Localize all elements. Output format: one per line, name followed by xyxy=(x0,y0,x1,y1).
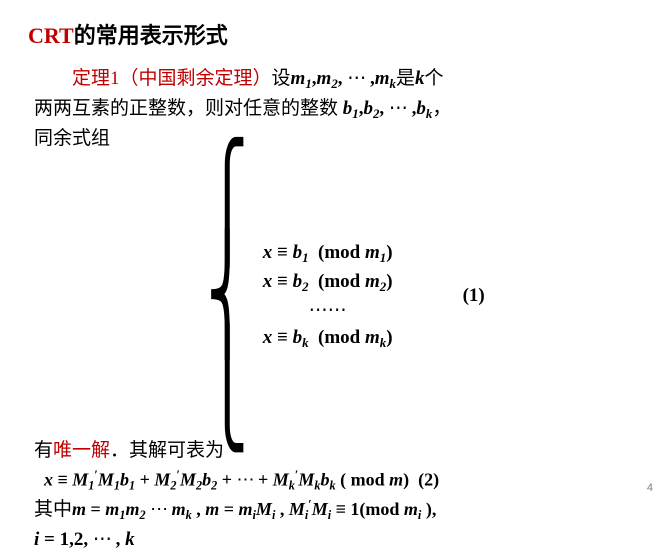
equation-2: x ≡ M1′M1b1 + M2′M2b2 + ⋯ + Mk′Mkbk ( mo… xyxy=(34,466,637,496)
slide-title: CRT的常用表示形式 xyxy=(28,18,637,50)
theorem-label: 定理1 xyxy=(72,68,120,89)
eq-row-1: x ≡ b1 (mod m1) xyxy=(263,239,393,268)
line3: 同余式组 xyxy=(34,124,637,153)
line4: 有唯一解．其解可表为 xyxy=(34,436,637,465)
eq-row-dots: ⋯⋯ xyxy=(263,297,393,325)
eq-number-1: (1) xyxy=(463,281,485,310)
equation-system: ⎧⎨⎩ x ≡ b1 (mod m1) x ≡ b2 (mod m2) ⋯⋯ x… xyxy=(34,156,637,437)
unique-solution: 唯一解 xyxy=(53,440,110,461)
left-brace: ⎧⎨⎩ xyxy=(207,156,248,437)
page-number: 4 xyxy=(647,482,653,494)
line2: 两两互素的正整数，则对任意的整数 b1,b2, ⋯ ,bk， xyxy=(34,94,637,124)
slide-body: 定理1（中国剩余定理）设m1,m2, ⋯ ,mk是k个 两两互素的正整数，则对任… xyxy=(28,64,637,555)
line6: i = 1,2, ⋯ , k xyxy=(34,525,637,554)
title-rest: 的常用表示形式 xyxy=(74,23,228,48)
line1: 定理1（中国剩余定理）设m1,m2, ⋯ ,mk是k个 xyxy=(34,64,637,94)
eq-row-2: x ≡ b2 (mod m2) xyxy=(263,268,393,297)
title-prefix: CRT xyxy=(28,23,74,48)
theorem-paren: （中国剩余定理） xyxy=(120,68,272,89)
eq-row-k: x ≡ bk (mod mk) xyxy=(263,324,393,353)
